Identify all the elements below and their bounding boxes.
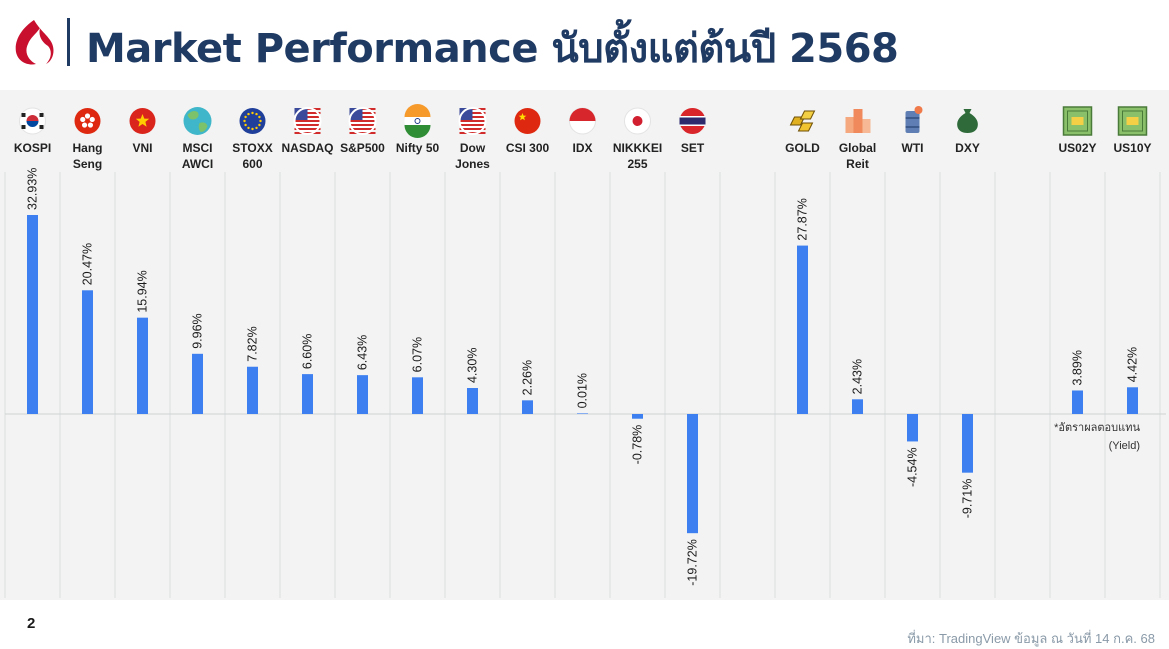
category-label: KOSPI [14, 141, 51, 155]
category-label: VNI [132, 141, 152, 155]
china-flag-icon [514, 108, 541, 134]
category-label: SET [681, 141, 705, 155]
category-label: 600 [242, 157, 262, 171]
category-label: Hang [73, 141, 103, 155]
data-label: 27.87% [796, 198, 810, 240]
japan-flag-icon [624, 107, 651, 135]
category-label: S&P500 [340, 141, 385, 155]
data-label: 4.42% [1126, 347, 1140, 382]
bond-certificate-icon [1117, 106, 1148, 136]
category-label: 255 [627, 157, 647, 171]
category-label: DXY [955, 141, 980, 155]
bar [82, 290, 93, 414]
header: Market Performance นับตั้งแต่ต้นปี 2568 [0, 0, 1169, 90]
us-flag-icon [293, 107, 322, 135]
bar [302, 374, 313, 414]
category-label: GOLD [785, 141, 820, 155]
bar [467, 388, 478, 414]
hong-kong-flag-icon [74, 108, 101, 134]
data-label: 7.82% [246, 326, 260, 361]
us-flag-icon [348, 107, 377, 135]
source-note: ที่มา: TradingView ข้อมูล ณ วันที่ 14 ก.… [907, 631, 1155, 646]
eu-flag-icon [239, 108, 266, 134]
category-label: Jones [455, 157, 490, 171]
data-label: 4.30% [466, 348, 480, 383]
category-label: US02Y [1058, 141, 1096, 155]
chart-panel [0, 90, 1169, 600]
category-label: Seng [73, 157, 102, 171]
data-label: 2.26% [521, 360, 535, 395]
category-label: MSCI [183, 141, 213, 155]
india-flag-icon [404, 104, 431, 138]
data-label: -0.78% [631, 425, 645, 465]
buildings-icon [845, 109, 871, 133]
indonesia-flag-icon [569, 107, 596, 135]
data-label: -9.71% [961, 479, 975, 519]
category-label: Dow [460, 141, 486, 155]
bar [1072, 390, 1083, 414]
category-label: Reit [846, 157, 869, 171]
category-label: IDX [572, 141, 592, 155]
bar [962, 414, 973, 473]
category-label: Nifty 50 [396, 141, 440, 155]
oil-barrel-icon [905, 106, 923, 133]
category-label: US10Y [1113, 141, 1151, 155]
data-label: 2.43% [851, 359, 865, 394]
page-title: Market Performance นับตั้งแต่ต้นปี 2568 [86, 26, 899, 72]
vietnam-flag-icon [129, 108, 156, 134]
bar [632, 414, 643, 419]
data-label: 32.93% [26, 168, 40, 210]
data-label: 6.07% [411, 337, 425, 372]
bar [412, 377, 423, 414]
bar [137, 317, 148, 414]
data-label: -4.54% [906, 447, 920, 487]
bar [192, 353, 203, 414]
us-flag-icon [458, 107, 487, 135]
dollar-bag-icon [957, 109, 978, 133]
category-label: NASDAQ [281, 141, 333, 155]
bar [1127, 387, 1138, 414]
bar [577, 413, 588, 414]
data-label: 6.43% [356, 335, 370, 370]
gold-bars-icon [789, 110, 816, 132]
bar [357, 375, 368, 414]
category-label: AWCI [182, 157, 213, 171]
bond-certificate-icon [1062, 106, 1093, 136]
data-label: 3.89% [1071, 350, 1085, 385]
category-label: WTI [902, 141, 924, 155]
data-label: 20.47% [81, 243, 95, 285]
data-label: 15.94% [136, 270, 150, 312]
category-label: NIKKKEI [613, 141, 662, 155]
brand-flame-logo-icon [15, 20, 54, 65]
title-divider [67, 18, 70, 66]
category-label: CSI 300 [506, 141, 550, 155]
bar [687, 414, 698, 534]
data-label: 0.01% [576, 373, 590, 408]
bar [522, 400, 533, 414]
yield-note-line-2: (Yield) [1109, 440, 1140, 452]
data-label: -19.72% [686, 539, 700, 586]
data-label: 9.96% [191, 313, 205, 348]
bar [852, 399, 863, 414]
data-label: 6.60% [301, 334, 315, 369]
bar [907, 414, 918, 442]
globe-icon [183, 107, 212, 135]
bar [247, 366, 258, 414]
category-label: Global [839, 141, 876, 155]
bar [797, 245, 808, 414]
yield-note-line-1: *อัตราผลตอบแทน [1054, 422, 1140, 434]
bar [27, 215, 38, 414]
category-label: STOXX [232, 141, 272, 155]
south-korea-flag-icon [19, 107, 46, 135]
thailand-flag-icon [679, 108, 706, 134]
page-number: 2 [27, 615, 36, 632]
market-performance-chart: KOSPI Hang Seng VNI MSCI AWCI STOXX 600 NASDAQ S&… [4, 104, 1166, 598]
